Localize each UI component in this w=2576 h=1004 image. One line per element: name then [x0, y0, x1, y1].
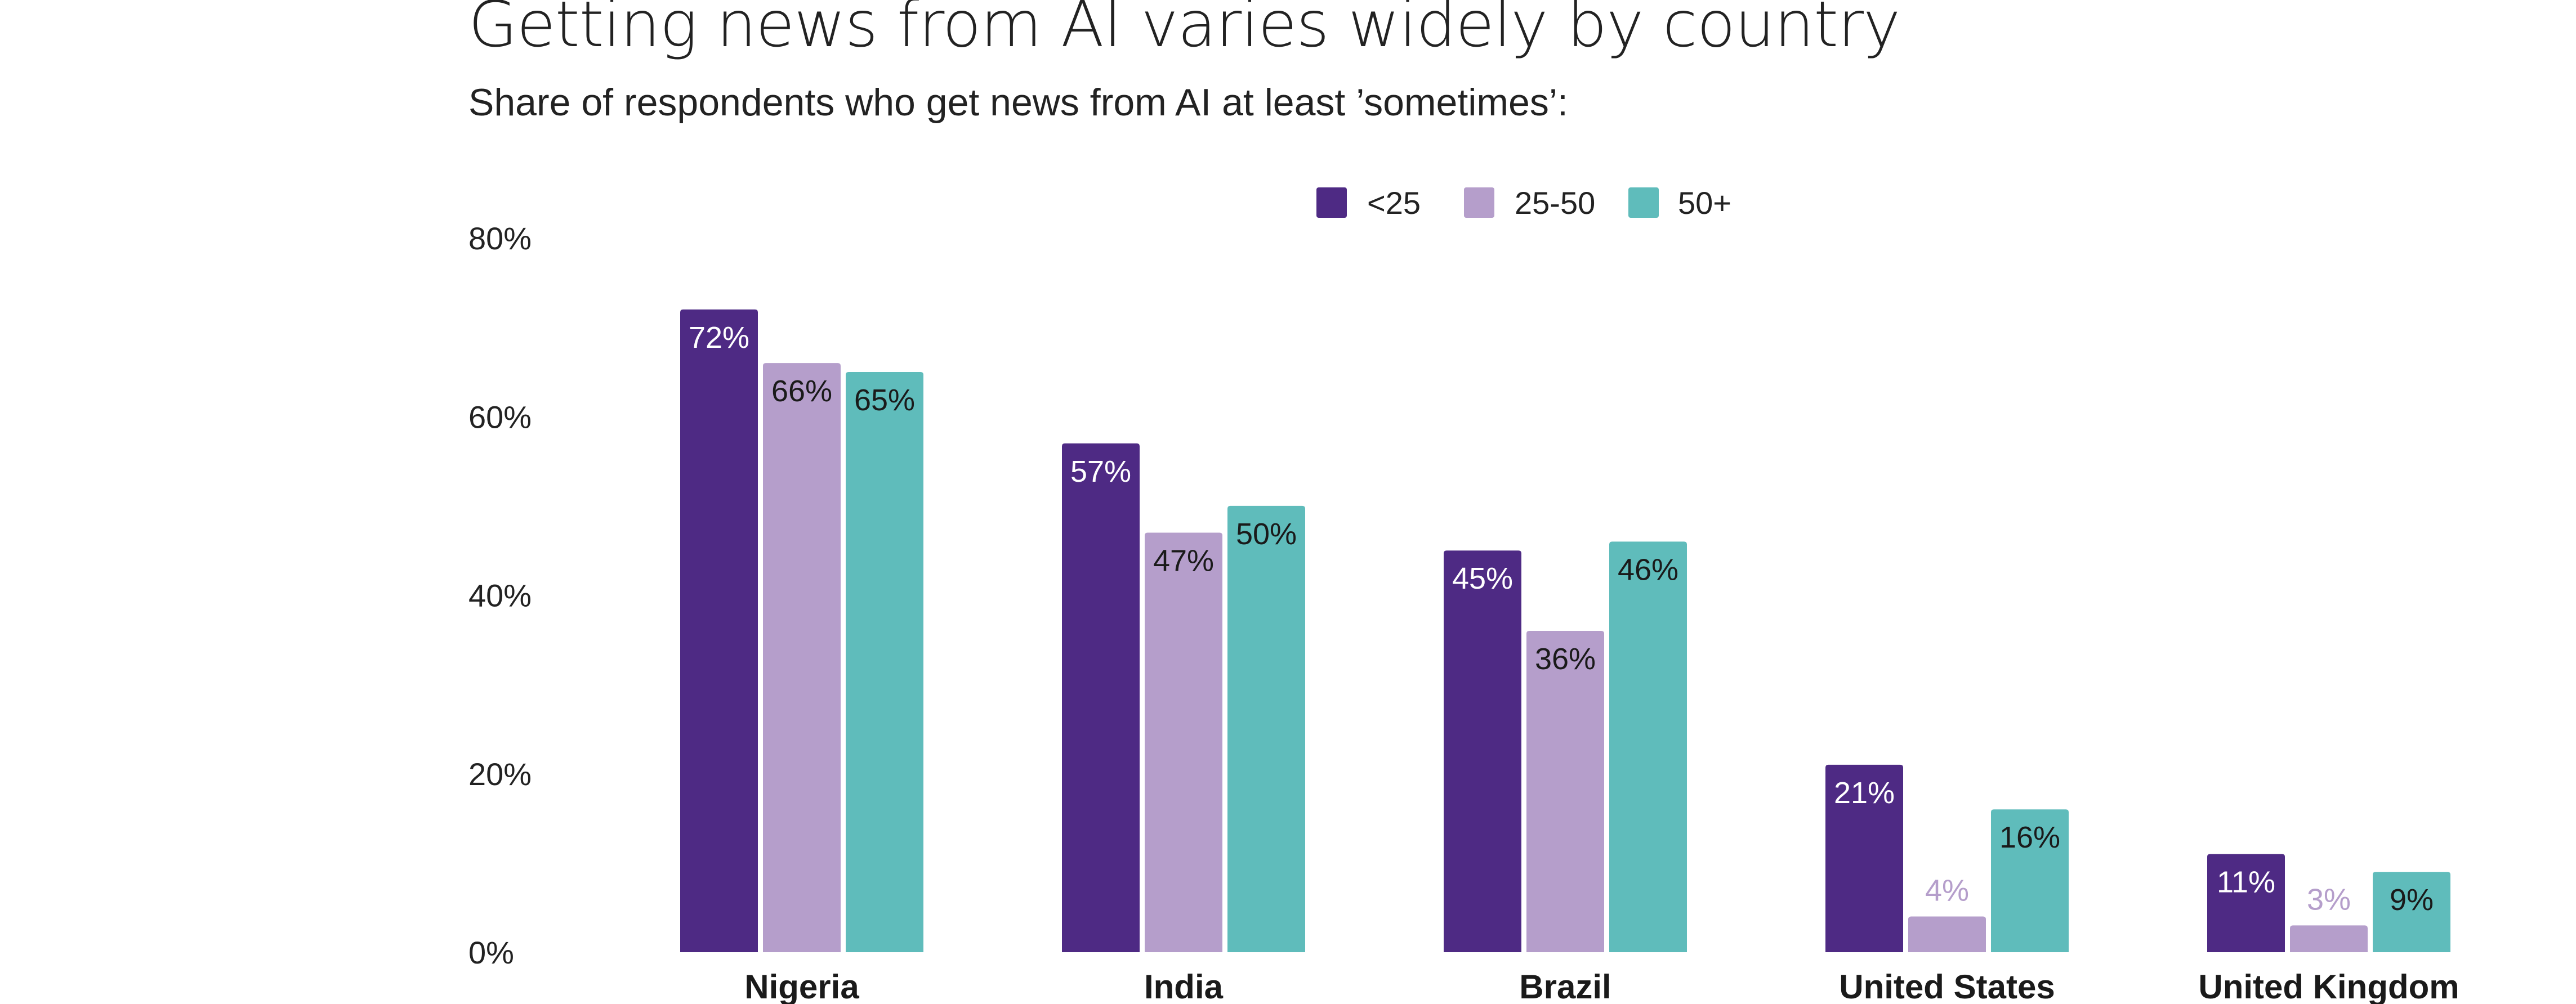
- legend-label: 25-50: [1515, 185, 1595, 221]
- bar: [2207, 854, 2285, 952]
- x-tick-label: United States: [1839, 968, 2055, 1004]
- x-tick-label: Nigeria: [744, 968, 859, 1004]
- y-tick-label: 80%: [468, 221, 532, 256]
- legend-swatch: [1464, 187, 1494, 218]
- data-label: 57%: [1070, 455, 1131, 488]
- bar: [680, 309, 758, 952]
- bar: [2290, 925, 2368, 952]
- data-label: 21%: [1834, 776, 1895, 810]
- chart-subtitle: Share of respondents who get news from A…: [468, 81, 1568, 124]
- x-tick-label: United Kingdom: [2198, 968, 2459, 1004]
- data-label: 46%: [1618, 553, 1678, 586]
- legend-swatch: [1316, 187, 1347, 218]
- data-label: 66%: [771, 374, 832, 408]
- y-tick-label: 60%: [468, 399, 532, 434]
- bar: [1908, 916, 1986, 952]
- x-tick-label: India: [1144, 968, 1224, 1004]
- legend-label: 50+: [1678, 185, 1731, 221]
- data-label: 16%: [1999, 821, 2060, 854]
- bar: [1825, 764, 1903, 952]
- bar: [1991, 809, 2069, 952]
- data-label: 3%: [2307, 882, 2351, 916]
- legend: <25 25-50 50+: [1316, 185, 1731, 221]
- bar: [1062, 443, 1140, 952]
- data-label: 36%: [1535, 642, 1596, 676]
- bar: [1227, 505, 1305, 952]
- data-label: 47%: [1153, 544, 1214, 577]
- bar: [1145, 532, 1222, 952]
- chart-title: Getting news from AI varies widely by co…: [468, 0, 1900, 61]
- y-tick-label: 40%: [468, 578, 532, 613]
- bar: [1609, 541, 1687, 952]
- bar: [763, 363, 841, 953]
- y-axis: 0% 20% 40% 60% 80%: [468, 221, 532, 970]
- data-label: 11%: [2217, 866, 2275, 899]
- y-tick-label: 0%: [468, 935, 514, 970]
- legend-swatch: [1628, 187, 1659, 218]
- bar: [1444, 550, 1521, 952]
- data-label: 50%: [1236, 517, 1297, 551]
- bar: [1526, 630, 1604, 952]
- data-label: 4%: [1925, 874, 1969, 908]
- data-label: 72%: [689, 321, 749, 355]
- bar: [846, 371, 923, 952]
- x-axis: Nigeria India Brazil United States United Ki…: [744, 968, 2459, 1004]
- legend-label: <25: [1367, 185, 1421, 221]
- x-tick-label: Brazil: [1519, 968, 1611, 1004]
- data-label: 65%: [854, 383, 915, 417]
- bar: [2373, 872, 2450, 952]
- bars: 72% 66% 65% 57% 47% 50% 45% 36% 46% 21% 4% 16% 11% 3%…: [680, 309, 2450, 953]
- y-tick-label: 20%: [468, 756, 532, 792]
- data-label: 9%: [2390, 883, 2434, 917]
- data-label: 45%: [1452, 562, 1513, 595]
